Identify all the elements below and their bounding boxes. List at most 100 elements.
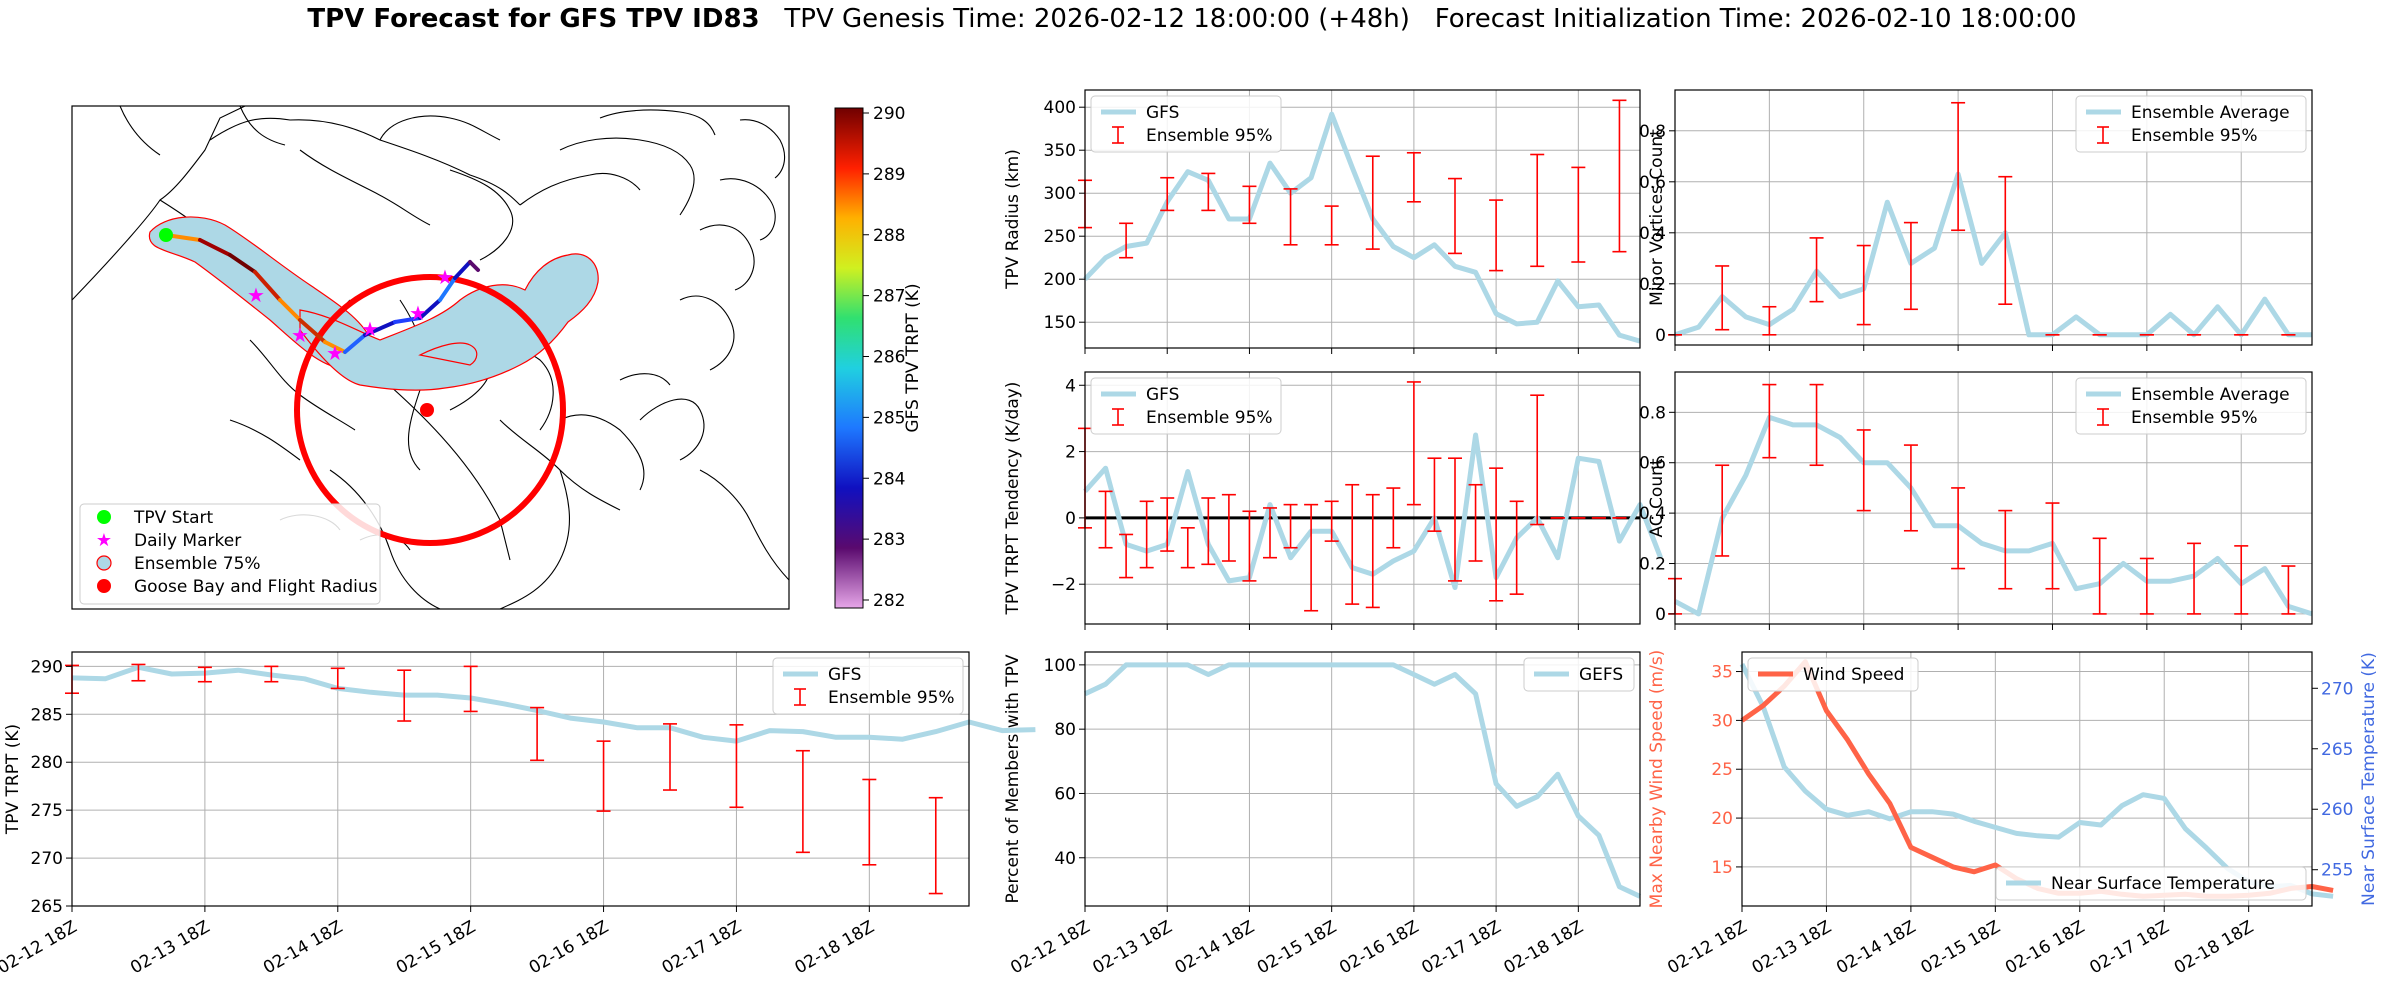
legend-tpv-start-icon [97,510,111,524]
colorbar-tick-label: 284 [873,469,905,489]
colorbar-tick-label: 283 [873,530,905,550]
tpv-track [164,233,480,354]
y-tick-label: 0 [1655,326,1666,346]
axes-frame [1084,371,1641,625]
map-colorbar: 282 283 284 285 286 287 288 289 290 GFS TPV TRPT… [834,104,923,611]
legend-box [2075,95,2307,153]
y-tick-label: 30 [1711,711,1733,731]
errorbar [1365,155,1380,250]
daily-marker: ★ [409,301,427,325]
errorbar [1386,487,1401,549]
legend-label: Ensemble 95% [2131,126,2258,146]
errorbar [596,740,611,812]
legend-daily-marker-icon: ★ [96,530,112,551]
daily-marker: ★ [247,283,265,307]
errorbar [1160,497,1175,552]
x-tick-label: 02-13 18Z [1749,917,1835,978]
errorbar [663,723,677,791]
x-tick-label: 02-16 18Z [1336,917,1422,978]
y-tick-label: 0 [1655,605,1666,625]
x-tick-label: 02-16 18Z [2002,917,2088,978]
y-tick-label: 0.2 [1639,275,1666,295]
chart-tendency: −2 0 2 4 TPV TRPT Tendency (K/day) GFS Ensembl… [1003,371,1663,630]
colorbar-ticks: 282 283 284 285 286 287 288 289 290 [863,104,905,611]
errorbar [1809,237,1824,303]
y-axis-label: TPV TRPT (K) [3,724,23,835]
errorbar [2281,565,2296,615]
legend-box [772,657,964,715]
daily-marker: ★ [291,323,309,347]
figure-title-rest: TPV Genesis Time: 2026-02-12 18:00:00 (+… [759,4,2077,34]
y-tick-label: 25 [1711,760,1733,780]
errorbar [1951,101,1966,232]
legend-label: Ensemble Average [2131,385,2290,405]
colorbar-tick-label: 289 [873,165,905,185]
y-tick-label: 0.6 [1639,173,1666,193]
errorbar [1530,394,1545,526]
chart-radius: 150 200 250 300 350 400 TPV Radius (km) GFS Ense… [1003,89,1641,354]
errorbar [1283,188,1298,246]
errorbar [795,749,810,854]
errorbar [1201,172,1216,212]
legend: GFS Ensemble 95% [1090,95,1282,153]
colorbar-tick-label: 286 [873,348,905,368]
y-tick-label: 0.4 [1639,224,1666,244]
y2-tick-label: 265 [2321,740,2353,760]
chart-percent: 40 60 80 100 Percent of Members with TPV 02-1… [1003,651,1642,978]
y-tick-label: 35 [1711,663,1733,683]
colorbar-tick-label: 282 [873,591,905,611]
colorbar-tick-label: 288 [873,226,905,246]
legend-label: Ensemble 95% [1146,408,1273,428]
legend-label: Ensemble 95% [2131,408,2258,428]
y-tick-label: 4 [1065,376,1076,396]
y-tick-label: 15 [1711,858,1733,878]
y-tick-label: −2 [1051,575,1076,595]
x-tick-label: 02-14 18Z [1833,917,1919,978]
legend-label: Ensemble 95% [1146,126,1273,146]
y-tick-label: 350 [1044,141,1076,161]
colorbar-label: GFS TPV TRPT (K) [903,283,923,432]
errorbar [1951,487,1966,570]
x-tick-label: 02-15 18Z [393,917,479,978]
legend: Ensemble Average Ensemble 95% [2075,377,2307,435]
errorbar [1509,500,1524,595]
legend: Wind Speed [1747,657,1919,692]
legend-ensemble-icon [96,555,112,571]
y-tick-label: 40 [1054,849,1076,869]
legend-label: Near Surface Temperature [2051,874,2275,894]
y-tick-label: 0.8 [1639,403,1666,423]
errorbar [1762,305,1777,336]
daily-marker: ★ [436,265,454,289]
y-tick-label: 100 [1044,656,1076,676]
y-tick-label: 265 [31,897,63,917]
errorbar [1324,500,1339,542]
x-tick-label: 02-13 18Z [1089,917,1175,978]
axes-frame [1674,371,2313,625]
errorbar [1221,493,1236,562]
axes-frame [1084,651,1641,907]
errorbar [1201,497,1216,566]
y-tick-label: 0.2 [1639,555,1666,575]
series-line-ensemble-average [1674,171,2312,338]
errorbar [1448,457,1462,582]
errorbar [1098,490,1113,549]
errorbar [729,724,744,809]
errorbar [2139,557,2154,615]
map-content: ★ ★ ★ ★ ★ ★ [72,106,789,609]
errorbar [1468,483,1483,562]
series-line-gefs [1083,662,1642,899]
errorbar [2234,545,2249,615]
errorbar [463,665,478,713]
y-tick-label: 150 [1044,313,1076,333]
y2-tick-label: 260 [2321,800,2353,820]
y2-tick-label: 255 [2321,861,2353,881]
legend-tpv-start: TPV Start [133,508,214,528]
colorbar-tick-label: 287 [873,287,905,307]
y-tick-label: 300 [1044,184,1076,204]
x-tick-label: 02-13 18Z [127,917,213,978]
errorbar [1242,510,1257,582]
y-tick-label: 0.6 [1639,454,1666,474]
axes-frame [71,651,970,907]
map-legend-box [79,503,381,605]
